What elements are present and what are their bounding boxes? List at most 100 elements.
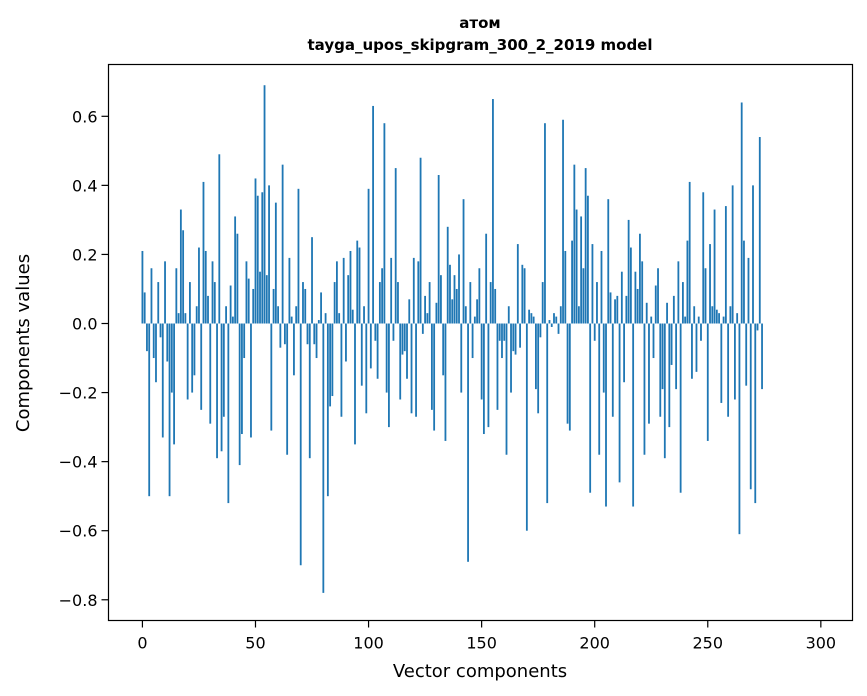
bar xyxy=(274,202,277,324)
bar xyxy=(507,306,510,324)
bar xyxy=(148,323,151,497)
bar xyxy=(496,323,499,410)
bar xyxy=(494,288,497,324)
bar xyxy=(573,164,576,324)
bar xyxy=(709,244,711,324)
bar xyxy=(503,323,506,341)
bar xyxy=(272,288,275,324)
bar xyxy=(238,323,241,466)
bar xyxy=(530,313,533,324)
bar xyxy=(629,247,632,324)
bar xyxy=(388,323,390,428)
bar xyxy=(482,323,485,435)
bar xyxy=(315,323,318,359)
bar xyxy=(381,268,384,324)
bar xyxy=(548,320,551,324)
bar xyxy=(177,313,180,324)
bar xyxy=(756,323,759,331)
bar xyxy=(749,323,752,490)
bar xyxy=(279,323,282,348)
bar xyxy=(415,323,417,417)
bar xyxy=(433,323,436,431)
bar xyxy=(363,306,365,324)
bar xyxy=(401,323,404,355)
bar xyxy=(492,99,494,324)
bar xyxy=(295,306,298,324)
bar xyxy=(688,181,691,324)
x-tick-label: 300 xyxy=(806,634,837,653)
bar xyxy=(525,323,528,531)
plot-frame xyxy=(107,63,854,622)
bar xyxy=(256,195,259,324)
bar xyxy=(182,230,185,324)
bar xyxy=(261,192,264,324)
bar xyxy=(596,282,598,324)
bar xyxy=(745,323,748,386)
bar xyxy=(654,285,657,324)
bar xyxy=(668,323,671,428)
bar xyxy=(403,323,406,352)
bar xyxy=(392,323,395,341)
bar xyxy=(754,323,757,504)
bar xyxy=(451,299,454,324)
bar xyxy=(600,250,603,324)
bar xyxy=(652,323,655,359)
bar xyxy=(541,282,544,324)
bar xyxy=(460,323,463,393)
bar xyxy=(225,306,227,324)
bar xyxy=(516,244,519,324)
bar xyxy=(202,181,205,324)
bar xyxy=(297,188,300,324)
bar xyxy=(718,313,720,324)
bar xyxy=(731,185,734,324)
bar xyxy=(727,323,730,417)
bar xyxy=(634,271,637,324)
bar xyxy=(231,316,234,324)
y-tick-label: −0.4 xyxy=(59,453,98,472)
bar xyxy=(661,323,664,390)
bar xyxy=(593,323,596,341)
bar xyxy=(159,323,162,338)
bar xyxy=(390,257,393,324)
x-tick-label: 150 xyxy=(466,634,497,653)
bar xyxy=(397,282,399,324)
bar xyxy=(399,323,402,400)
x-tick-label: 0 xyxy=(137,634,147,653)
bar xyxy=(367,188,370,324)
x-axis-label: Vector components xyxy=(393,661,567,682)
bar xyxy=(304,288,307,324)
x-tick-label: 250 xyxy=(692,634,723,653)
x-axis-ticks: 0 50 100 150 200 250 300 xyxy=(137,620,837,653)
bar xyxy=(464,306,467,324)
bar xyxy=(532,316,535,324)
bar xyxy=(302,282,304,324)
bar xyxy=(166,323,169,362)
bar xyxy=(250,323,252,438)
bar xyxy=(236,233,239,324)
bar xyxy=(170,323,173,393)
bar xyxy=(444,323,447,441)
bar xyxy=(195,306,198,324)
bar xyxy=(204,250,207,324)
bar xyxy=(684,316,687,324)
bar xyxy=(720,323,723,403)
bar xyxy=(191,323,194,393)
bar xyxy=(333,282,336,324)
bar xyxy=(207,295,209,324)
bar xyxy=(254,178,257,324)
bar xyxy=(553,313,555,324)
bar xyxy=(247,278,250,324)
bar xyxy=(374,323,377,341)
bar xyxy=(152,323,155,359)
bar xyxy=(329,323,332,407)
bar xyxy=(469,282,472,324)
bar xyxy=(342,257,345,324)
bar xyxy=(186,323,189,400)
bar xyxy=(311,237,313,324)
bar xyxy=(372,105,374,324)
bar xyxy=(704,268,707,324)
bar xyxy=(331,323,334,397)
bar xyxy=(670,323,673,365)
y-tick-label: −0.2 xyxy=(59,384,98,403)
